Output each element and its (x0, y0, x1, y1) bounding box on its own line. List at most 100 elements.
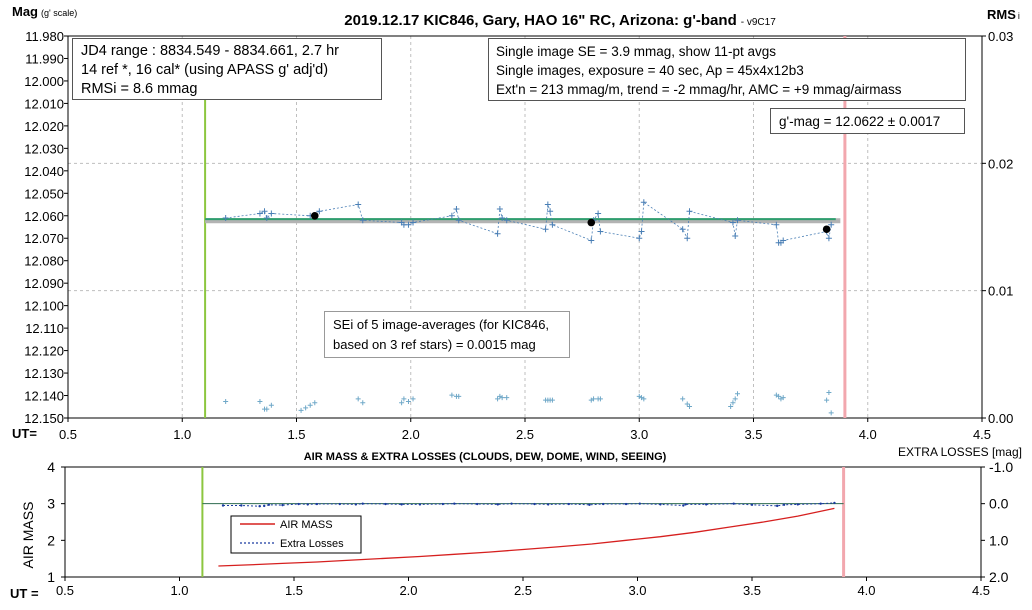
top-y-tick-label: 12.150 (24, 411, 64, 426)
bottom-plot-group (61, 466, 985, 581)
single-image-point (499, 215, 506, 222)
extra-losses-point (546, 503, 550, 506)
top-x-tick-label: 4.0 (859, 427, 877, 442)
average-point (822, 225, 831, 234)
single-image-point (734, 217, 741, 224)
top-y-tick-label: 12.100 (24, 299, 64, 314)
top-y-tick-label: 12.080 (24, 254, 64, 269)
extra-losses-point (705, 503, 708, 506)
rmsi-point (735, 391, 741, 397)
gmag-result-box: g'-mag = 12.0622 ± 0.0017 (770, 108, 965, 134)
single-image-point (729, 219, 736, 226)
top-x-tick-label: 2.5 (516, 427, 534, 442)
top-y-tick-label: 11.980 (25, 29, 64, 44)
single-image-point (638, 228, 645, 235)
top-y-tick-label: 12.050 (24, 186, 64, 201)
top-x-tick-label: 2.0 (402, 427, 420, 442)
bottom-ut-label: UT = (10, 586, 39, 601)
legend-airmass-label: AIR MASS (280, 519, 333, 531)
extra-losses-point (659, 503, 662, 506)
info-extinction: Ext'n = 213 mmag/m, trend = -2 mmag/hr, … (496, 82, 902, 97)
bottom-y2label: EXTRA LOSSES [mag] (898, 445, 1022, 459)
single-image-point (359, 217, 366, 224)
rmsi-point (680, 396, 686, 402)
rmsi-point (268, 402, 274, 408)
rmsi-point (732, 396, 738, 402)
bottom-legend-box (230, 515, 362, 554)
rmsi-point (549, 397, 555, 403)
single-image-point (549, 221, 556, 228)
single-image-point (405, 221, 412, 228)
bottom-y2-tick-label: 2.0 (989, 569, 1009, 585)
top-y-tick-label: 11.990 (25, 51, 64, 66)
extra-losses-point (453, 502, 456, 505)
rmsi-point (504, 395, 510, 401)
rmsi-point (728, 404, 734, 410)
bottom-x-tick-label: 3.5 (743, 583, 761, 598)
extra-losses-line (223, 502, 835, 507)
top-y2-tick-label: 0.01 (988, 284, 1013, 299)
rmsi-point (641, 396, 647, 402)
single-image-point (448, 212, 455, 219)
bottom-x-tick-label: 2.0 (399, 583, 417, 598)
extra-losses-point (297, 502, 300, 506)
single-image-point (453, 206, 460, 213)
single-image-point (780, 237, 787, 244)
extra-losses-point (782, 503, 786, 506)
extra-losses-point (361, 502, 364, 505)
single-image-point (588, 237, 595, 244)
single-image-point (355, 201, 362, 208)
rmsi-point (687, 404, 693, 410)
top-y-tick-label: 12.090 (24, 276, 64, 291)
rmsi-point (312, 400, 318, 406)
extra-losses-point (354, 503, 358, 506)
extra-losses-point (775, 504, 779, 508)
bottom-x-tick-label: 2.5 (514, 583, 532, 598)
bottom-x-tick-label: 1.5 (285, 583, 303, 598)
single-image-point (828, 221, 835, 228)
extra-losses-point (240, 504, 243, 507)
extra-losses-point (338, 502, 341, 506)
top-x-tick-label: 0.5 (59, 427, 77, 442)
gmag-result-text: g'-mag = 12.0622 ± 0.0017 (779, 114, 941, 129)
single-images-line (225, 201, 832, 244)
top-plot-group (64, 35, 986, 422)
extra-losses-point (476, 502, 479, 506)
rmsi-point (776, 393, 782, 399)
bottom-y2-tick-label: 1.0 (989, 532, 1009, 548)
rmsi-point (264, 406, 270, 412)
top-x-tick-label: 4.5 (973, 427, 991, 442)
rmsi-point (257, 398, 263, 404)
top-x-tick-label: 3.0 (630, 427, 648, 442)
top-y2-tick-label: 0.02 (988, 156, 1013, 171)
extra-losses-point (306, 503, 309, 506)
sei-box: SEi of 5 image-averages (for KIC846, bas… (324, 311, 570, 358)
top-y-tick-label: 12.060 (24, 209, 64, 224)
top-y-tick-label: 12.030 (24, 141, 64, 156)
rmsi-point (495, 396, 501, 402)
average-point (587, 218, 596, 227)
bottom-y-tick-label: 3 (47, 496, 55, 512)
single-image-point (222, 215, 229, 222)
rmsi-point (355, 396, 361, 402)
single-image-point (825, 235, 832, 242)
top-y-tick-label: 12.070 (24, 231, 64, 246)
extra-losses-point (601, 502, 605, 506)
single-image-point (263, 215, 270, 222)
info-exposure: Single images, exposure = 40 sec, Ap = 4… (496, 63, 804, 78)
rmsi-point (399, 400, 405, 406)
extra-losses-point (384, 502, 387, 506)
top-x-tick-label: 3.5 (744, 427, 762, 442)
rmsi-point (298, 407, 304, 413)
sei-line-2: based on 3 ref stars) = 0.0015 mag (333, 337, 536, 352)
bottom-x-tick-label: 0.5 (56, 583, 74, 598)
bottom-title: AIR MASS & EXTRA LOSSES (CLOUDS, DEW, DO… (304, 451, 667, 463)
rmsi-point (401, 396, 407, 402)
top-y2-tick-label: 0.00 (988, 411, 1013, 426)
info-rmsi: RMSi = 8.6 mmag (81, 81, 198, 97)
extra-losses-point (496, 503, 500, 506)
extra-losses-point (750, 503, 754, 506)
top-y-tick-label: 12.140 (24, 389, 64, 404)
single-image-point (636, 235, 643, 242)
single-image-point (595, 210, 602, 217)
